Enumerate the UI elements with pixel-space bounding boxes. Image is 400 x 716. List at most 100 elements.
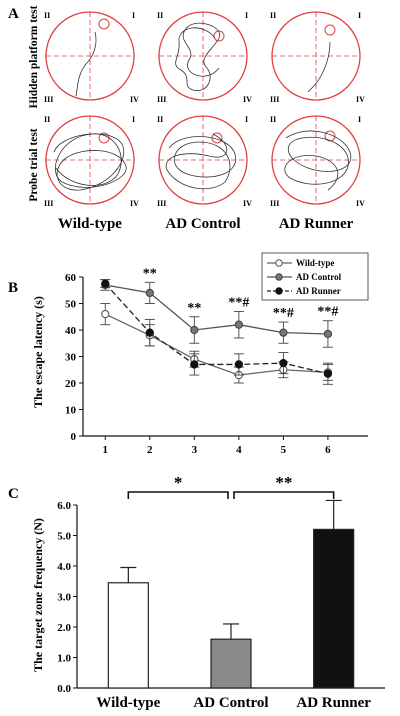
y-tick-label: 40 xyxy=(65,325,77,337)
bar xyxy=(210,638,252,689)
data-point xyxy=(234,360,244,369)
data-point xyxy=(145,288,154,298)
quadrant-label-iv: IV xyxy=(243,199,252,208)
quadrant-label-iii: III xyxy=(270,95,279,104)
quadrant-label-iv: IV xyxy=(356,95,365,104)
significance-annotation: ** xyxy=(143,266,157,281)
target-zone-chart: The target zone frequency (N) 0.0 1.0 2.0 3… xyxy=(31,473,385,711)
quadrant-label-i: I xyxy=(358,11,361,20)
series-line xyxy=(105,284,328,335)
significance-annotation: ** xyxy=(187,301,201,316)
data-point xyxy=(323,329,333,339)
group-label-ad-runner: AD Runner xyxy=(279,216,354,232)
series-ad-runner xyxy=(100,279,333,385)
y-tick-label: 5.0 xyxy=(57,531,71,543)
panel-b-letter: B xyxy=(8,280,18,296)
x-tick-label: 3 xyxy=(192,444,198,456)
y-tick-label: 2.0 xyxy=(57,622,71,634)
legend-label: AD Runner xyxy=(296,286,341,296)
platform-circle xyxy=(324,130,336,142)
x-tick-label: 4 xyxy=(236,444,242,456)
category-label: AD Runner xyxy=(296,695,371,711)
quadrant-label-iii: III xyxy=(44,95,53,104)
chart-b-series xyxy=(100,279,333,385)
panel-c-letter: C xyxy=(8,486,19,502)
significance-bracket xyxy=(127,491,229,499)
panel-a-letter: A xyxy=(8,6,19,22)
quadrant-label-i: I xyxy=(132,11,135,20)
y-tick-label: 3.0 xyxy=(57,592,71,604)
bar-group-wild-type: Wild-type xyxy=(96,566,161,711)
x-tick-label: 6 xyxy=(325,444,331,456)
data-point xyxy=(190,325,199,335)
quadrant-label-iv: IV xyxy=(130,199,139,208)
quadrant-label-i: I xyxy=(245,115,248,124)
significance-bracket xyxy=(233,491,335,499)
y-tick-label: 1.0 xyxy=(57,653,71,665)
quadrant-label-iii: III xyxy=(44,199,53,208)
chart-b-annotations: ** ** **# **# **# xyxy=(143,266,339,321)
platform-circle xyxy=(324,24,336,36)
quadrant-label-iv: IV xyxy=(356,199,365,208)
legend-label: AD Control xyxy=(296,272,342,282)
platform-circle xyxy=(98,18,110,30)
significance-marker: * xyxy=(174,473,183,492)
y-tick-label: 30 xyxy=(65,352,77,364)
row-label-hidden-platform: Hidden platform test xyxy=(28,5,40,108)
quadrant-label-ii: II xyxy=(157,115,163,124)
chart-b-axes: 0 10 20 30 40 50 60 1 2 3 4 5 6 xyxy=(65,272,368,456)
quadrant-label-iii: III xyxy=(157,95,166,104)
y-tick-label: 60 xyxy=(65,272,77,284)
platform-circle xyxy=(213,30,225,42)
category-label: Wild-type xyxy=(96,695,160,711)
quadrant-label-iii: III xyxy=(270,199,279,208)
swim-path xyxy=(165,133,237,190)
chart-c-bars: Wild-type AD Control AD Runner xyxy=(96,499,371,711)
swim-path xyxy=(175,22,220,92)
data-point xyxy=(279,328,288,337)
quadrant-label-ii: II xyxy=(44,11,50,20)
data-point xyxy=(145,328,154,337)
significance-marker: ** xyxy=(275,473,292,492)
quadrant-label-i: I xyxy=(245,11,248,20)
chart-c-significance: * ** xyxy=(127,473,335,499)
bar-group-ad-runner: AD Runner xyxy=(296,499,371,711)
bar-group-ad-control: AD Control xyxy=(193,623,269,711)
bar xyxy=(107,582,149,689)
x-tick-label: 2 xyxy=(147,444,153,456)
chart-b-legend: Wild-type AD Control AD Runner xyxy=(261,252,369,301)
category-label: AD Control xyxy=(193,695,268,711)
y-tick-label: 50 xyxy=(65,299,77,311)
swim-path xyxy=(75,31,97,97)
bar xyxy=(313,528,355,689)
quadrant-label-ii: II xyxy=(270,115,276,124)
significance-annotation: **# xyxy=(228,295,249,310)
group-label-ad-control: AD Control xyxy=(165,216,240,232)
significance-annotation: **# xyxy=(273,306,294,321)
escape-latency-chart: The escape latency (s) 0 10 20 30 40 50 60 1 2 3 4… xyxy=(31,252,369,456)
chart-c-ylabel: The target zone frequency (N) xyxy=(31,518,45,672)
swim-path xyxy=(307,41,331,93)
quadrant-label-ii: II xyxy=(270,11,276,20)
quadrant-label-i: I xyxy=(132,115,135,124)
series-wild-type xyxy=(100,303,333,384)
quadrant-label-iv: IV xyxy=(243,95,252,104)
data-point xyxy=(279,358,288,368)
row-label-probe-trial: Probe trial test xyxy=(28,128,40,201)
significance-annotation: **# xyxy=(317,305,338,320)
y-tick-label: 6.0 xyxy=(57,500,71,512)
series-line xyxy=(104,283,329,375)
data-point xyxy=(234,320,244,329)
data-point xyxy=(101,309,110,319)
data-point xyxy=(101,279,110,288)
swim-path xyxy=(284,130,352,191)
quadrant-label-i: I xyxy=(358,115,361,124)
